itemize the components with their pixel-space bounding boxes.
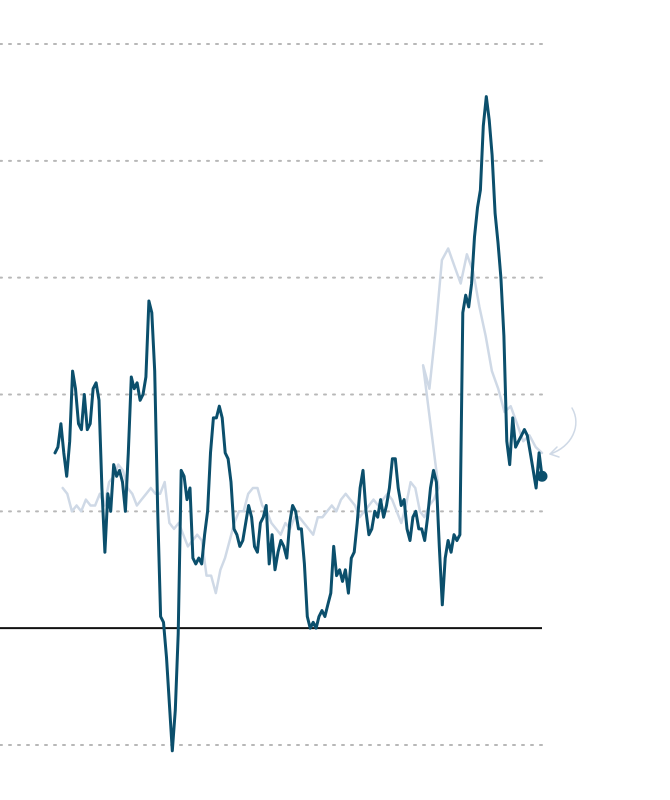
annotation xyxy=(549,407,577,458)
series-group xyxy=(53,95,548,753)
curved-arrow-icon xyxy=(549,407,577,455)
gridlines xyxy=(0,43,543,746)
series-end-point xyxy=(536,470,548,482)
arrow-head-icon xyxy=(549,446,560,458)
series-line-primary xyxy=(53,95,544,753)
